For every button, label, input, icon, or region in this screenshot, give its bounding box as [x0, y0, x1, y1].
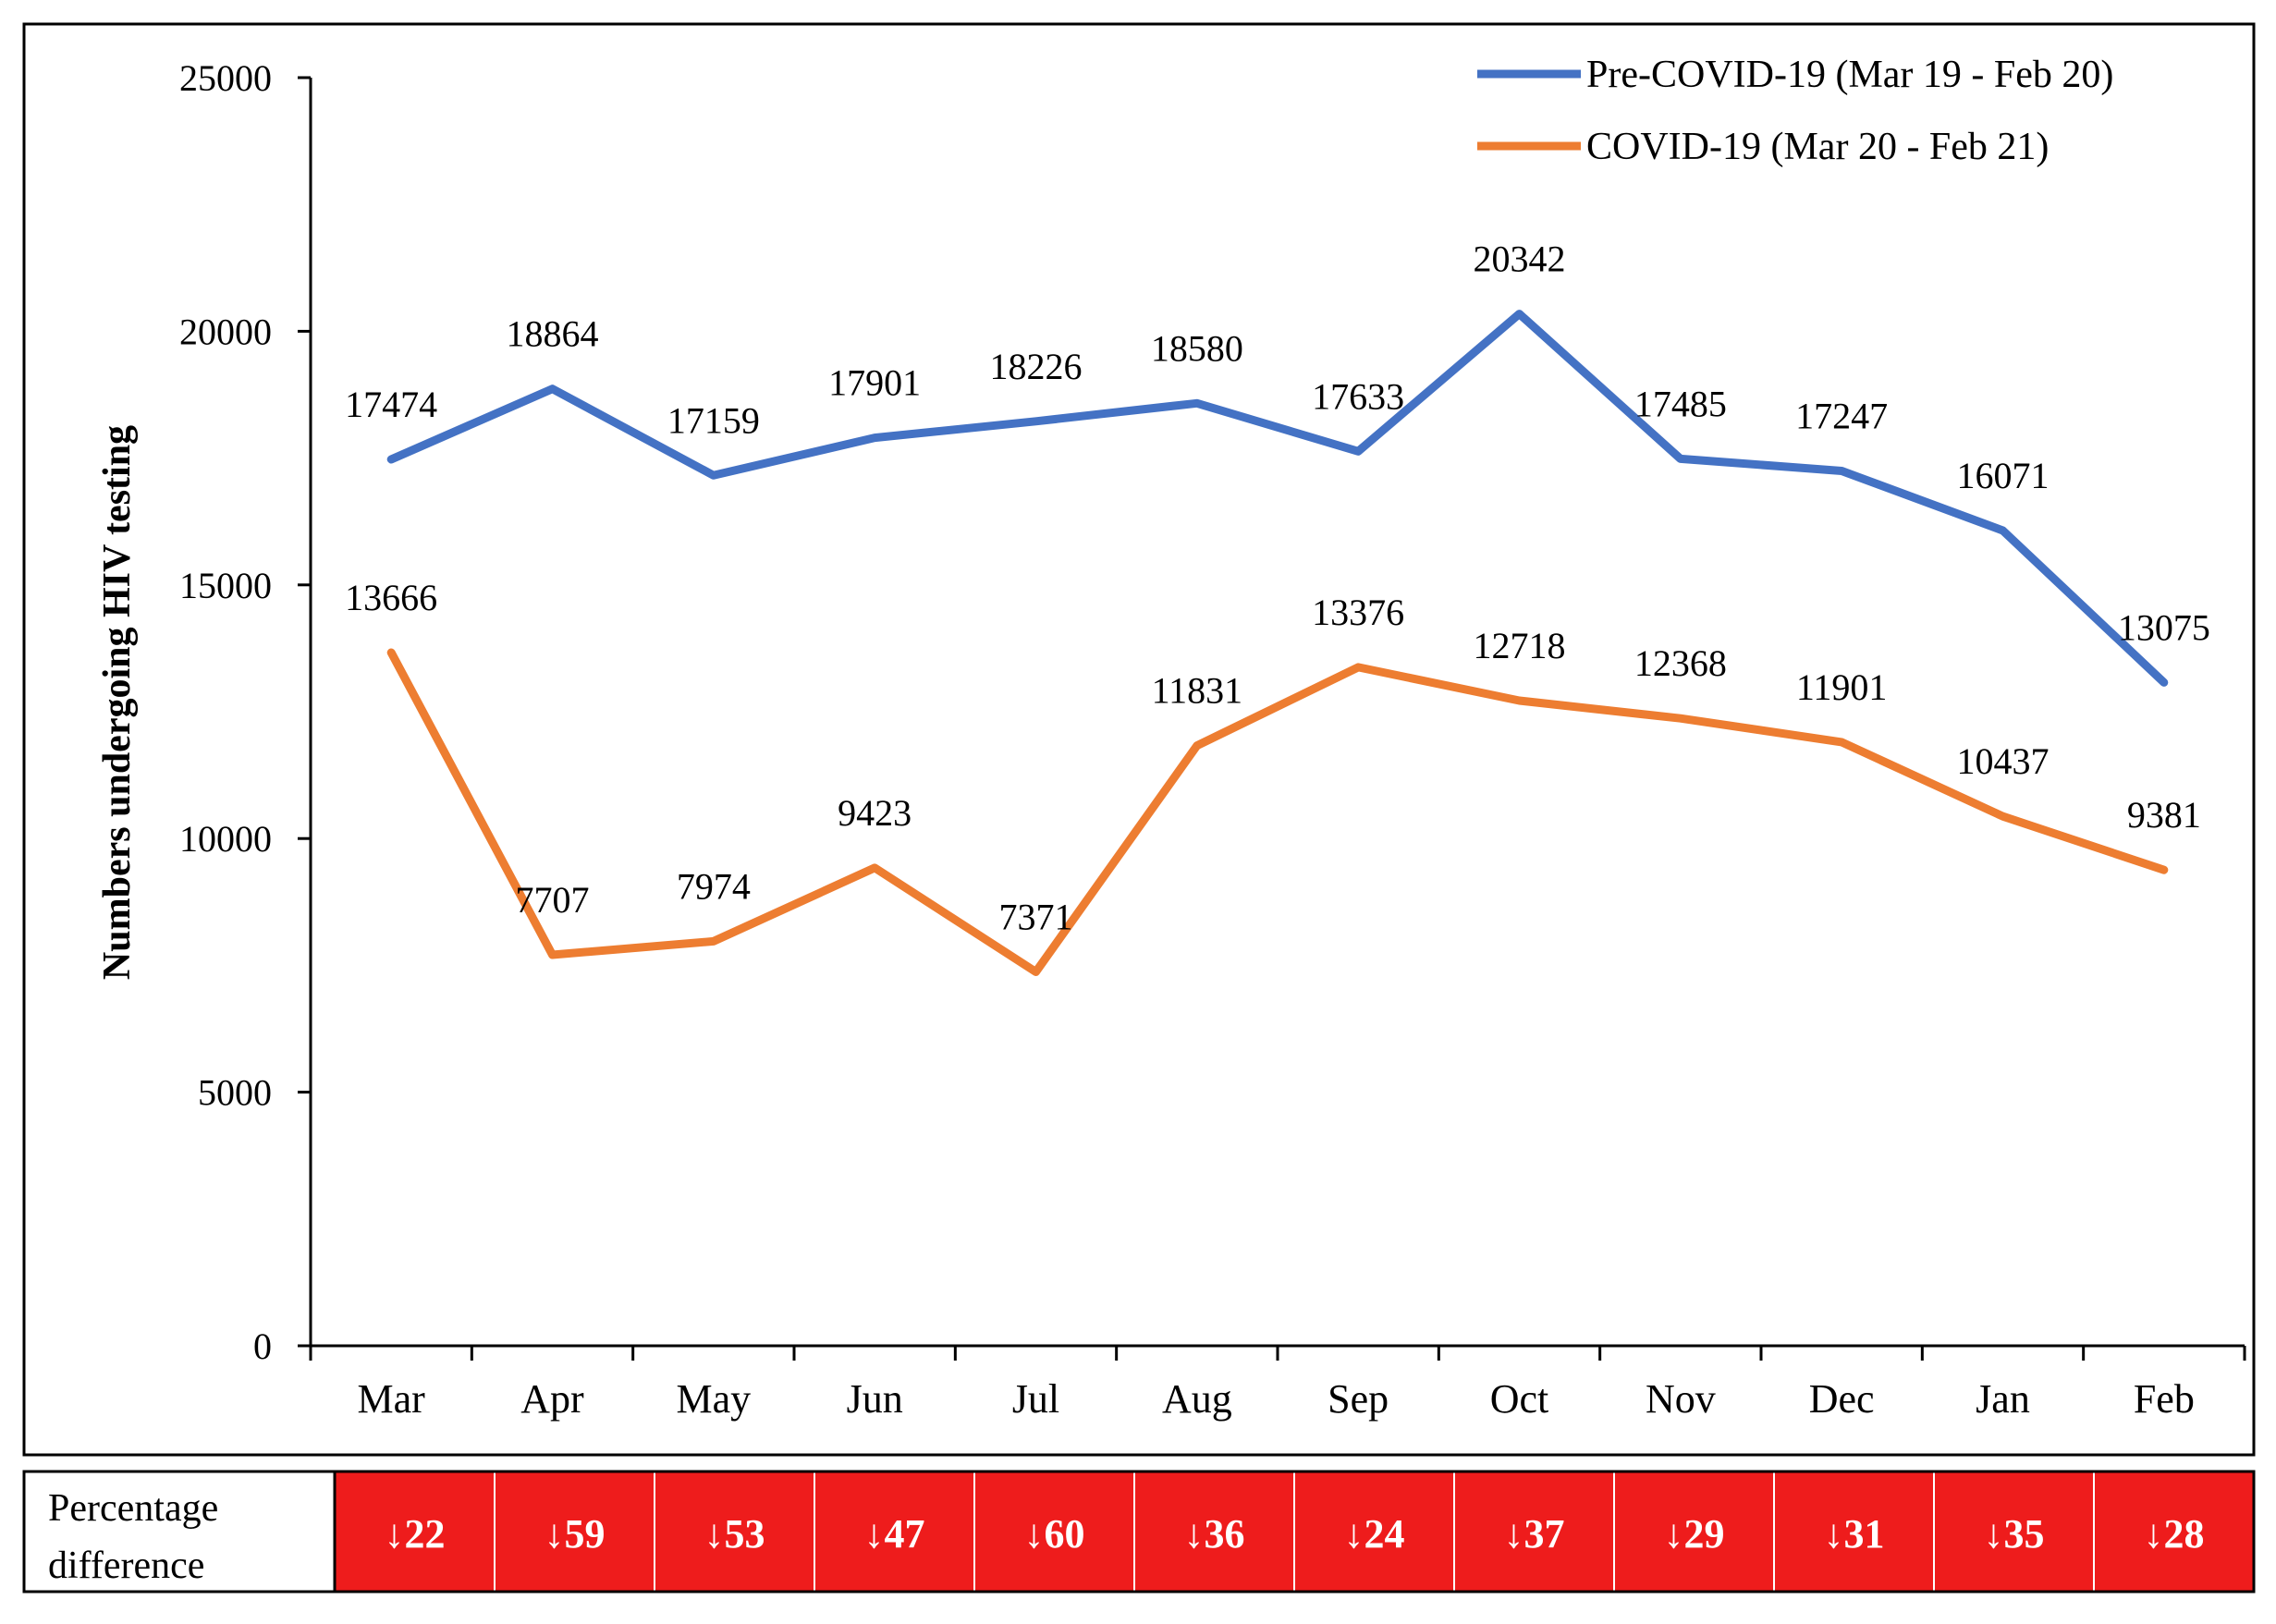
data-label: 7371: [999, 896, 1073, 937]
percentage-cell: [1453, 1471, 1615, 1593]
data-label: 18580: [1151, 327, 1243, 369]
data-label: 9423: [838, 792, 912, 834]
percentage-cell: [973, 1471, 1135, 1593]
percentage-cell: [1613, 1471, 1775, 1593]
legend-label-pre-covid: Pre-COVID-19 (Mar 19 - Feb 20): [1586, 54, 2113, 96]
y-tick-label: 15000: [179, 565, 272, 606]
y-tick-label: 20000: [179, 311, 272, 352]
series-line-covid: [386, 648, 2169, 976]
y-tick-label: 10000: [179, 818, 272, 860]
data-label: 12718: [1474, 625, 1566, 666]
percentage-value: ↓36: [1184, 1511, 1245, 1557]
data-label: 13075: [2118, 606, 2210, 648]
percentage-value: ↓28: [2144, 1511, 2205, 1557]
chart-frame: [22, 22, 2256, 1457]
percentage-cell: [654, 1471, 815, 1593]
series-lines: [386, 310, 2169, 976]
data-label: 16071: [1957, 455, 2050, 496]
percentage-cell: [1933, 1471, 2095, 1593]
data-label: 7707: [516, 879, 590, 921]
x-tick-label-jun: Jun: [847, 1376, 903, 1422]
table-header-cell: [22, 1470, 337, 1593]
percentage-cell: [814, 1471, 975, 1593]
data-label: 17247: [1795, 395, 1888, 436]
data-label: 17485: [1634, 383, 1727, 424]
data-label: 20342: [1474, 238, 1566, 280]
data-label: 17901: [828, 362, 921, 404]
data-label: 11901: [1796, 666, 1888, 708]
x-tick-label-mar: Mar: [358, 1376, 426, 1422]
data-label: 13666: [345, 577, 437, 618]
x-tick-label-jul: Jul: [1012, 1376, 1059, 1422]
table-header-line1: Percentage: [48, 1487, 218, 1530]
percentage-cell: [2093, 1471, 2255, 1593]
data-label: 17633: [1312, 375, 1404, 417]
percentage-cell: [1773, 1471, 1935, 1593]
percentage-value: ↓47: [864, 1511, 925, 1557]
x-tick-label-feb: Feb: [2134, 1376, 2195, 1422]
percentage-value: ↓29: [1664, 1511, 1725, 1557]
percentage-value: ↓22: [385, 1511, 446, 1557]
data-label: 18226: [990, 346, 1083, 387]
percentage-cells: ↓22 ↓59 ↓53 ↓47 ↓60 ↓36 ↓24 ↓37 ↓29 ↓31 ↓35 ↓28: [333, 1470, 2256, 1593]
percentage-value: ↓37: [1504, 1511, 1565, 1557]
data-label: 17474: [345, 384, 437, 425]
data-label: 9381: [2127, 794, 2201, 836]
data-labels: 17474 18864 17159 17901 18226 18580 17633 20342…: [345, 238, 2210, 938]
x-tick-label-aug: Aug: [1162, 1376, 1232, 1422]
data-label: 17159: [667, 399, 760, 441]
percentage-difference-table: Percentage difference ↓22 ↓59 ↓53 ↓47 ↓60 ↓36…: [22, 1470, 2256, 1593]
percentage-value: ↓35: [1984, 1511, 2045, 1557]
legend: Pre-COVID-19 (Mar 19 - Feb 20) COVID-19 …: [1477, 54, 2113, 168]
data-label: 13376: [1312, 592, 1404, 633]
y-axis-title: Numbers undergoing HIV testing: [96, 425, 139, 980]
series-line-pre-covid: [386, 310, 2169, 687]
x-tick-label-nov: Nov: [1646, 1376, 1716, 1422]
percentage-value: ↓60: [1024, 1511, 1085, 1557]
x-tick-label-oct: Oct: [1490, 1376, 1549, 1422]
percentage-value: ↓31: [1824, 1511, 1885, 1557]
data-label: 18864: [507, 313, 599, 355]
percentage-row-border: [333, 1470, 2256, 1593]
x-tick-label-dec: Dec: [1809, 1376, 1875, 1422]
data-label: 11831: [1152, 670, 1243, 712]
percentage-value: ↓59: [545, 1511, 606, 1557]
data-label: 10437: [1957, 740, 2050, 782]
x-tick-label-apr: Apr: [520, 1376, 584, 1422]
y-tick-label: 25000: [179, 57, 272, 99]
y-tick-label: 5000: [198, 1072, 272, 1114]
x-tick-label-may: May: [677, 1376, 752, 1422]
percentage-value: ↓53: [704, 1511, 765, 1557]
legend-label-covid: COVID-19 (Mar 20 - Feb 21): [1586, 126, 2049, 168]
x-tick-label-sep: Sep: [1328, 1376, 1389, 1422]
x-tick-label-jan: Jan: [1976, 1376, 2030, 1422]
data-label: 7974: [677, 865, 751, 907]
table-header-line2: difference: [48, 1545, 204, 1587]
data-label: 12368: [1634, 642, 1727, 684]
y-tick-label: 0: [253, 1325, 272, 1367]
axes: 0 5000 10000 15000 20000 25000 Mar Apr May Jun Jul…: [179, 57, 2246, 1422]
percentage-value: ↓24: [1344, 1511, 1405, 1557]
